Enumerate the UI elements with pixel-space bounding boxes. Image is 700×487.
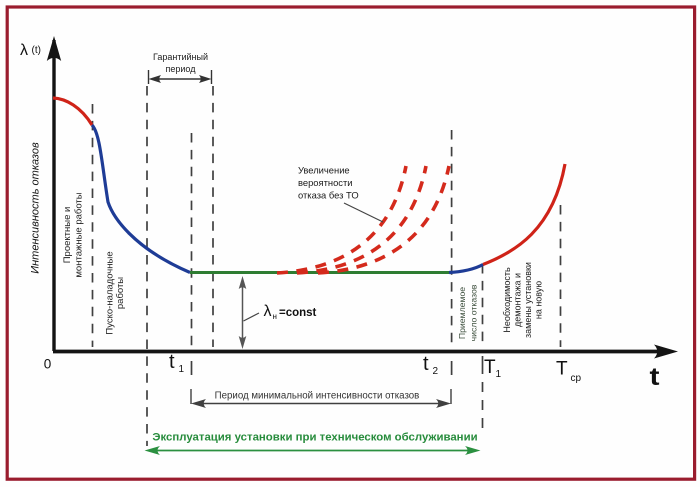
svg-text:=const: =const bbox=[279, 307, 317, 319]
svg-text:T: T bbox=[484, 357, 496, 378]
svg-text:вероятности: вероятности bbox=[298, 177, 353, 188]
svg-text:период: период bbox=[166, 64, 197, 74]
svg-text:Проектные и: Проектные и bbox=[62, 207, 73, 264]
svg-text:2: 2 bbox=[433, 366, 439, 377]
svg-text:Эксплуатация установки при тех: Эксплуатация установки при техническом о… bbox=[152, 432, 477, 444]
svg-text:t: t bbox=[650, 362, 660, 390]
svg-text:1: 1 bbox=[496, 369, 502, 380]
svg-text:0: 0 bbox=[44, 357, 52, 372]
svg-text:монтажные работы: монтажные работы bbox=[74, 192, 85, 277]
svg-text:Период минимальной интенсивнос: Период минимальной интенсивности отказов bbox=[215, 391, 420, 402]
svg-text:Гарантийный: Гарантийный bbox=[153, 52, 208, 62]
svg-text:λ: λ bbox=[264, 303, 272, 320]
svg-text:t: t bbox=[423, 353, 429, 375]
svg-text:ср: ср bbox=[571, 373, 582, 384]
svg-text:T: T bbox=[556, 359, 568, 380]
svg-text:(t): (t) bbox=[32, 45, 41, 56]
svg-text:1: 1 bbox=[179, 364, 185, 375]
svg-text:число отказов: число отказов bbox=[469, 284, 479, 341]
svg-text:на новую: на новую bbox=[534, 281, 544, 320]
svg-text:Пуско-наладочные: Пуско-наладочные bbox=[105, 251, 116, 334]
svg-text:замены установки: замены установки bbox=[523, 262, 533, 338]
svg-text:демонтажа и: демонтажа и bbox=[513, 273, 523, 327]
svg-text:н: н bbox=[273, 312, 277, 321]
svg-text:отказа без ТО: отказа без ТО bbox=[298, 190, 359, 201]
svg-text:работы: работы bbox=[115, 277, 126, 309]
svg-text:Необходимость: Необходимость bbox=[502, 267, 512, 333]
svg-text:Приемлемое: Приемлемое bbox=[457, 287, 467, 339]
svg-text:Увеличение: Увеличение bbox=[298, 165, 350, 176]
svg-text:t: t bbox=[169, 351, 175, 373]
svg-text:λ: λ bbox=[20, 42, 28, 59]
svg-text:Интенсивность отказов: Интенсивность отказов bbox=[30, 142, 42, 274]
